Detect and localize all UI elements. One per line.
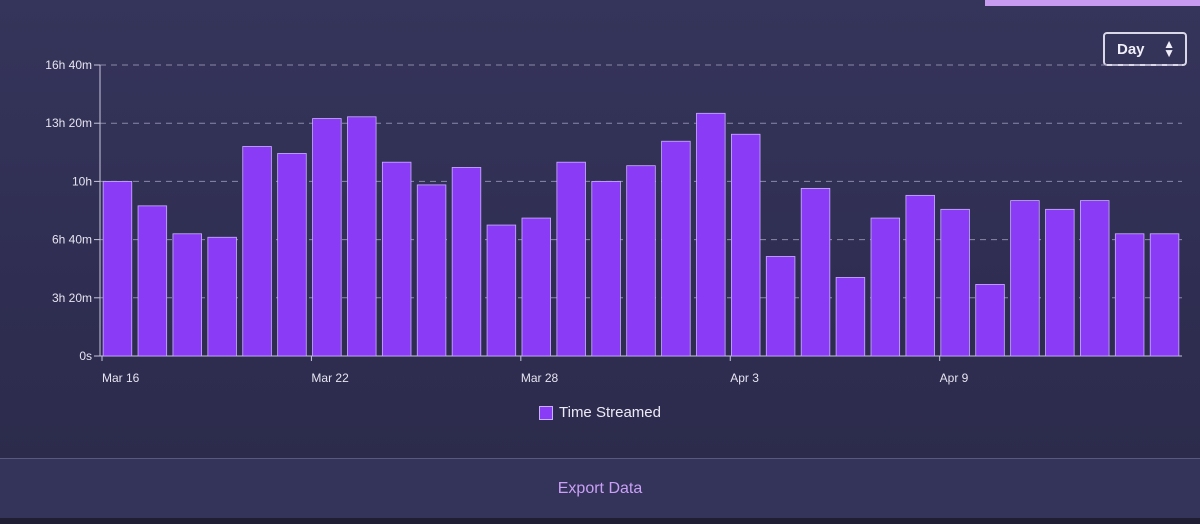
legend-label: Time Streamed	[559, 404, 661, 421]
y-tick-label: 6h 40m	[52, 233, 92, 247]
x-tick-label: Mar 28	[521, 371, 559, 385]
top-accent-bar	[985, 0, 1200, 6]
export-data-button[interactable]: Export Data	[557, 480, 643, 497]
bar	[696, 112, 726, 357]
bar	[730, 133, 761, 357]
y-tick-label: 13h 20m	[45, 116, 92, 130]
bar	[556, 161, 586, 357]
bar	[1114, 233, 1145, 357]
x-tick-label: Mar 16	[102, 371, 140, 385]
bar	[835, 277, 866, 357]
bottom-strip	[0, 518, 1200, 524]
chart-footer: Export Data	[0, 458, 1200, 519]
bar	[242, 146, 272, 357]
bar-chart: 0s 3h 20m 6h 40m 10h 13h 20m 16h 40m Mar 16 Mar…	[45, 58, 1182, 385]
chart-legend: Time Streamed	[0, 404, 1200, 421]
bar	[347, 116, 377, 357]
bar	[207, 236, 237, 357]
bar	[1045, 208, 1075, 357]
y-tick-label: 0s	[79, 349, 92, 363]
bar	[975, 284, 1005, 357]
bar	[661, 140, 691, 357]
bar	[940, 208, 970, 357]
x-tick-label: Mar 22	[311, 371, 349, 385]
bar	[312, 118, 342, 357]
bar	[1010, 200, 1040, 357]
bar	[800, 187, 831, 357]
bar	[1149, 233, 1180, 357]
bar	[416, 184, 447, 357]
bar	[102, 181, 133, 357]
bar	[905, 194, 935, 357]
legend-swatch	[539, 405, 553, 420]
bar	[521, 217, 552, 357]
bar	[381, 161, 412, 357]
x-tick-label: Apr 3	[730, 371, 759, 385]
chevron-up-down-icon: ▲ ▼	[1163, 37, 1175, 60]
bar	[451, 167, 482, 357]
y-tick-label: 3h 20m	[52, 291, 92, 305]
interval-select-value: Day	[1117, 40, 1145, 58]
bar	[1080, 200, 1110, 357]
y-tick-label: 16h 40m	[45, 58, 92, 72]
bar	[626, 165, 656, 357]
bar	[277, 153, 307, 357]
bar	[486, 224, 517, 357]
x-tick-label: Apr 9	[940, 371, 969, 385]
bar	[870, 217, 901, 357]
bar	[172, 233, 202, 357]
bar	[591, 181, 621, 357]
bar	[137, 205, 168, 357]
y-tick-label: 10h	[72, 174, 92, 188]
bar	[765, 256, 796, 357]
